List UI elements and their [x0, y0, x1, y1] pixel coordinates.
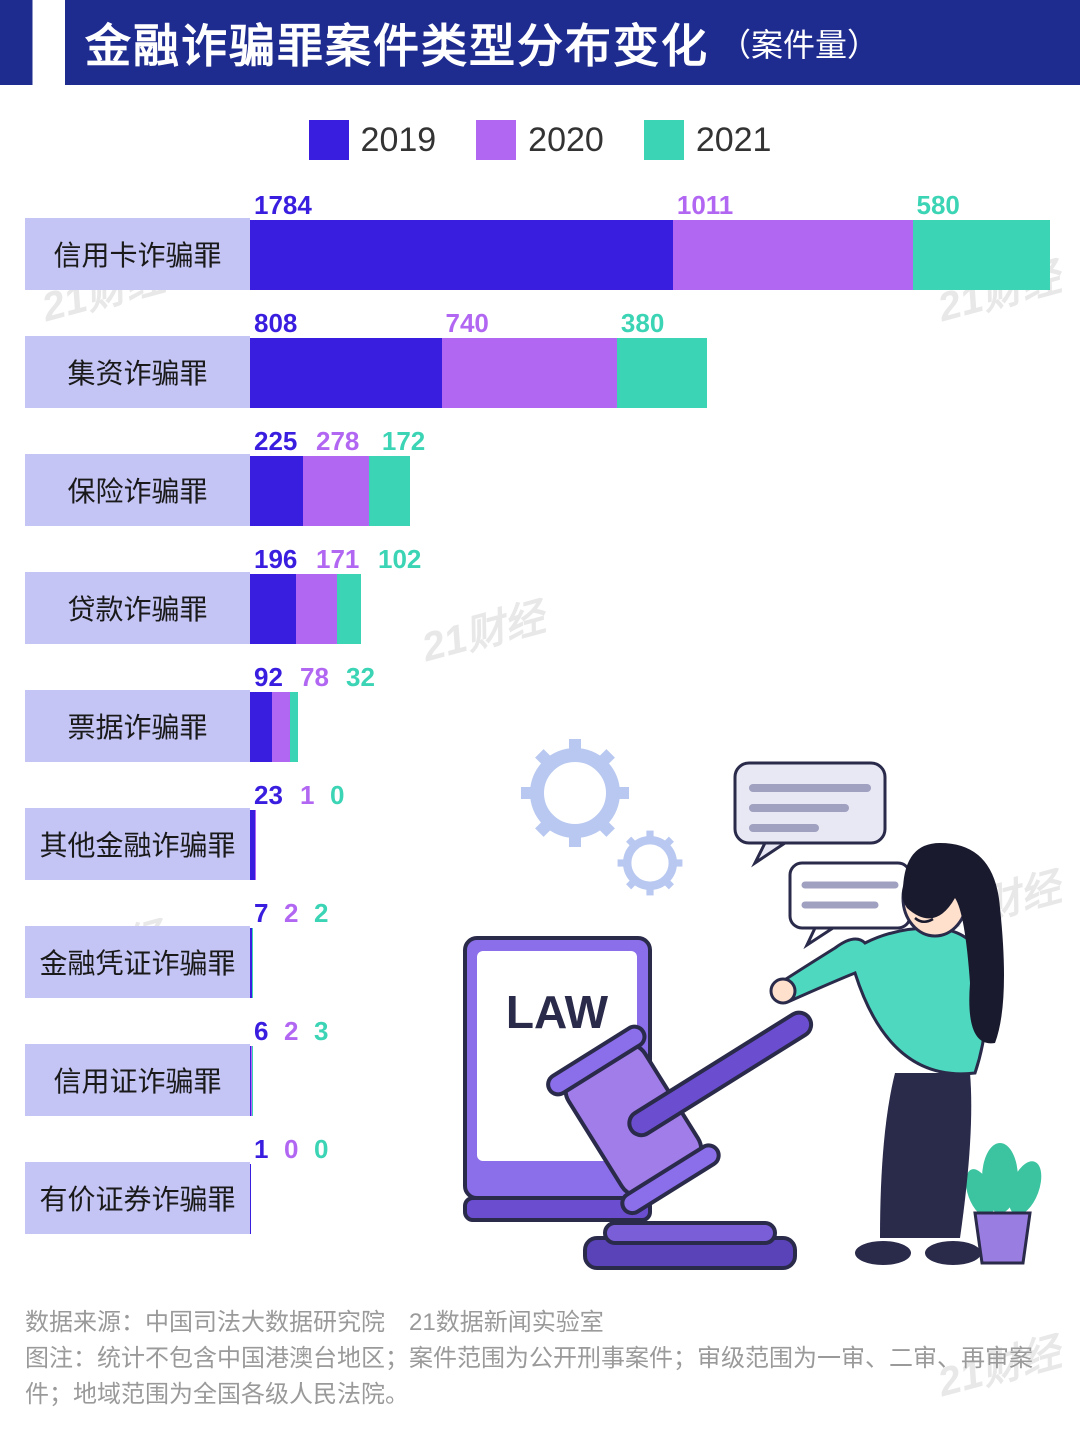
bar-value-label: 102	[374, 544, 436, 572]
category-label: 集资诈骗罪	[25, 336, 250, 408]
chart-row: 信用证诈骗罪623	[25, 1016, 1055, 1116]
category-label: 信用证诈骗罪	[25, 1044, 250, 1116]
legend-item: 2020	[476, 120, 604, 160]
bar-segment	[250, 338, 442, 408]
bar-value-label: 1	[250, 1134, 280, 1162]
bar-value-label: 1011	[673, 190, 913, 218]
bar-chart: 信用卡诈骗罪17841011580集资诈骗罪808740380保险诈骗罪2252…	[0, 190, 1080, 1234]
page-subtitle: （案件量）	[719, 20, 879, 66]
bar-value-label: 740	[442, 308, 617, 336]
legend-swatch	[476, 120, 516, 160]
bar-value-label: 196	[250, 544, 312, 572]
bar-value-label: 6	[250, 1016, 280, 1044]
category-label: 信用卡诈骗罪	[25, 218, 250, 290]
source-label: 数据来源：	[25, 1309, 145, 1336]
chart-row: 信用卡诈骗罪17841011580	[25, 190, 1055, 290]
bar-segment	[913, 220, 1050, 290]
bar-segment	[250, 220, 673, 290]
bar-segment	[369, 456, 410, 526]
bar-value-label: 0	[310, 1134, 340, 1162]
bar-segment	[250, 574, 296, 644]
category-label: 其他金融诈骗罪	[25, 808, 250, 880]
legend-item: 2019	[309, 120, 437, 160]
bar-value-label: 172	[378, 426, 440, 454]
bar-segment	[337, 574, 361, 644]
bar-value-label: 278	[312, 426, 378, 454]
bar-value-label: 808	[250, 308, 442, 336]
bar-value-label: 0	[326, 780, 356, 808]
bar-value-label: 2	[280, 898, 310, 926]
bar-segment	[296, 574, 337, 644]
bar-value-label: 1784	[250, 190, 673, 218]
chart-row: 金融凭证诈骗罪722	[25, 898, 1055, 998]
bar-segment	[272, 692, 290, 762]
bar-segment	[250, 456, 303, 526]
bar-value-label: 2	[310, 898, 340, 926]
legend-label: 2021	[696, 121, 772, 160]
category-label: 有价证券诈骗罪	[25, 1162, 250, 1234]
bar-value-label: 23	[250, 780, 296, 808]
chart-row: 保险诈骗罪225278172	[25, 426, 1055, 526]
bar-value-label: 32	[342, 662, 388, 690]
bar-value-label: 1	[296, 780, 326, 808]
bar-segment	[442, 338, 617, 408]
bar-value-label: 92	[250, 662, 296, 690]
category-label: 金融凭证诈骗罪	[25, 926, 250, 998]
chart-row: 集资诈骗罪808740380	[25, 308, 1055, 408]
bar-segment	[290, 692, 298, 762]
legend-label: 2019	[361, 121, 437, 160]
footer-notes: 数据来源：中国司法大数据研究院 21数据新闻实验室 图注：统计不包含中国港澳台地…	[25, 1305, 1055, 1413]
chart-row: 票据诈骗罪927832	[25, 662, 1055, 762]
bar-value-label: 225	[250, 426, 312, 454]
note-text: 统计不包含中国港澳台地区；案件范围为公开刑事案件；审级范围为一审、二审、再审案件…	[25, 1345, 1033, 1408]
chart-row: 其他金融诈骗罪2310	[25, 780, 1055, 880]
bar-value-label: 580	[913, 190, 1050, 218]
bar-segment	[617, 338, 707, 408]
chart-row: 贷款诈骗罪196171102	[25, 544, 1055, 644]
legend-swatch	[644, 120, 684, 160]
legend-label: 2020	[528, 121, 604, 160]
source-text: 中国司法大数据研究院 21数据新闻实验室	[145, 1309, 604, 1336]
chart-legend: 2019 2020 2021	[0, 85, 1080, 190]
note-label: 图注：	[25, 1345, 97, 1372]
category-label: 保险诈骗罪	[25, 454, 250, 526]
bar-value-label: 7	[250, 898, 280, 926]
bar-value-label: 78	[296, 662, 342, 690]
bar-segment	[303, 456, 369, 526]
bar-value-label: 3	[310, 1016, 340, 1044]
bar-value-label: 380	[617, 308, 707, 336]
bar-segment	[250, 692, 272, 762]
bar-segment	[252, 1046, 253, 1116]
header-bar: 金融诈骗罪案件类型分布变化 （案件量）	[0, 0, 1080, 85]
bar-value-label: 0	[280, 1134, 310, 1162]
legend-item: 2021	[644, 120, 772, 160]
bar-value-label: 2	[280, 1016, 310, 1044]
chart-row: 有价证券诈骗罪100	[25, 1134, 1055, 1234]
bar-segment	[673, 220, 913, 290]
category-label: 贷款诈骗罪	[25, 572, 250, 644]
legend-swatch	[309, 120, 349, 160]
page-title: 金融诈骗罪案件类型分布变化	[85, 10, 709, 76]
bar-value-label: 171	[312, 544, 374, 572]
category-label: 票据诈骗罪	[25, 690, 250, 762]
